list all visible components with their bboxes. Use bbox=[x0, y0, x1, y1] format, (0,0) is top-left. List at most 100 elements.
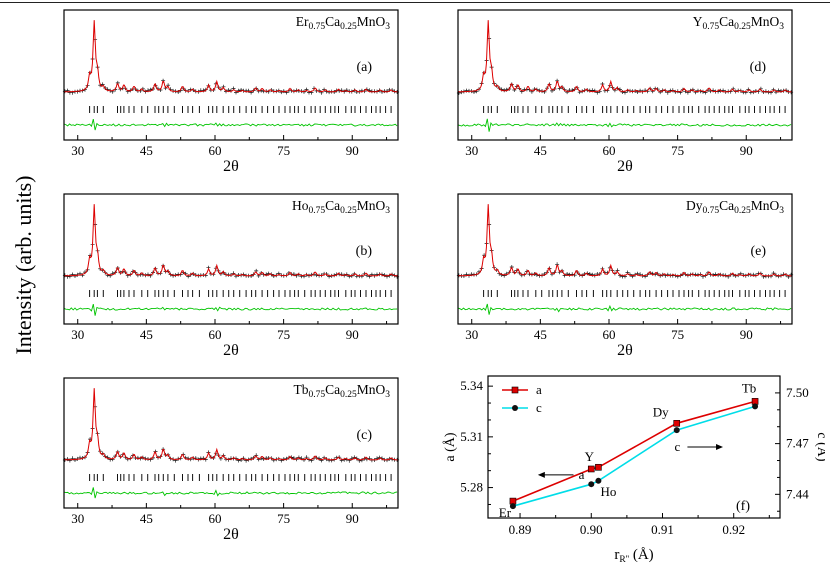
svg-text:5.28: 5.28 bbox=[460, 480, 483, 495]
svg-text:Dy: Dy bbox=[653, 404, 669, 419]
panel-a-tag: (a) bbox=[356, 60, 372, 75]
svg-text:5.31: 5.31 bbox=[460, 429, 483, 444]
svg-text:5.34: 5.34 bbox=[460, 378, 483, 393]
svg-text:90: 90 bbox=[346, 511, 359, 526]
title-sub: 0.75 bbox=[308, 390, 326, 400]
title-sub: 0.25 bbox=[340, 22, 357, 32]
panel-d-xrd-plot: 30 45 60 75 90 bbox=[456, 9, 794, 158]
title-sub: 0.75 bbox=[702, 22, 720, 32]
svg-text:75: 75 bbox=[671, 327, 684, 342]
svg-text:30: 30 bbox=[71, 143, 84, 158]
svg-text:Y: Y bbox=[585, 449, 595, 464]
title-sub: 0.75 bbox=[308, 206, 326, 216]
svg-text:60: 60 bbox=[208, 511, 221, 526]
svg-text:45: 45 bbox=[140, 511, 153, 526]
title-part: Tb bbox=[293, 382, 309, 397]
title-sub: 0.25 bbox=[734, 206, 751, 216]
panel-e-xrd-plot: 30 45 60 75 90 bbox=[456, 193, 794, 342]
svg-text:60: 60 bbox=[208, 327, 221, 342]
title-part: Y bbox=[692, 14, 703, 29]
svg-text:75: 75 bbox=[277, 511, 290, 526]
svg-text:c: c bbox=[536, 400, 542, 415]
panel-f: 0.89 0.90 0.91 0.92 5.28 5.31 5.34 7.44 7.47 7.50… bbox=[440, 366, 825, 578]
title-sub: 0.25 bbox=[340, 390, 357, 400]
intensity-axis-label: Intensity (arb. units) bbox=[11, 175, 36, 355]
svg-text:75: 75 bbox=[277, 327, 290, 342]
top-rule bbox=[0, 2, 830, 3]
lattice-parameter-plot: 0.89 0.90 0.91 0.92 5.28 5.31 5.34 7.44 7.47 7.50… bbox=[442, 375, 825, 537]
svg-text:30: 30 bbox=[71, 327, 84, 342]
title-part: Ca bbox=[325, 382, 341, 397]
xlabel-part: r bbox=[614, 547, 620, 563]
svg-text:45: 45 bbox=[534, 143, 547, 158]
svg-text:75: 75 bbox=[671, 143, 684, 158]
title-part: MnO bbox=[356, 382, 386, 397]
panel-a-title: Er0.75Ca0.25MnO3 bbox=[296, 14, 390, 32]
svg-text:7.47: 7.47 bbox=[786, 436, 809, 451]
panel-e-title: Dy0.75Ca0.25MnO3 bbox=[686, 198, 784, 216]
panel-c-xlabel: 2θ bbox=[223, 526, 239, 543]
title-sub: 0.25 bbox=[734, 22, 751, 32]
title-sub: 3 bbox=[385, 390, 390, 400]
svg-text:45: 45 bbox=[534, 327, 547, 342]
svg-text:0.92: 0.92 bbox=[722, 522, 745, 537]
title-sub: 0.75 bbox=[308, 22, 326, 32]
panel-a-xrd-plot: 30 45 60 75 90 bbox=[62, 9, 400, 158]
panel-b-title: Ho0.75Ca0.25MnO3 bbox=[292, 198, 390, 216]
panel-c-title: Tb0.75Ca0.25MnO3 bbox=[293, 382, 390, 400]
panel-b-xrd-plot: 30 45 60 75 90 bbox=[62, 193, 400, 342]
title-part: Ca bbox=[719, 198, 735, 213]
title-sub: 0.25 bbox=[340, 206, 357, 216]
title-part: Ca bbox=[719, 14, 735, 29]
svg-text:45: 45 bbox=[140, 327, 153, 342]
svg-text:60: 60 bbox=[208, 143, 221, 158]
title-part: MnO bbox=[750, 198, 780, 213]
panel-f-xlabel: rR'' (Å) bbox=[559, 547, 709, 565]
panel-d-title: Y0.75Ca0.25MnO3 bbox=[693, 14, 784, 32]
svg-text:a: a bbox=[536, 382, 542, 397]
panel-a: 30 45 60 75 90 Er0.75Ca0.25MnO3 (a) 2θ bbox=[62, 8, 402, 186]
title-sub: 3 bbox=[779, 22, 784, 32]
title-part: MnO bbox=[356, 198, 386, 213]
svg-text:90: 90 bbox=[346, 327, 359, 342]
svg-text:a (Å): a (Å) bbox=[442, 432, 458, 461]
svg-text:60: 60 bbox=[602, 327, 615, 342]
panel-f-tag: (f) bbox=[736, 499, 750, 514]
svg-text:30: 30 bbox=[465, 327, 478, 342]
title-part: Dy bbox=[685, 198, 703, 213]
title-part: Er bbox=[295, 14, 309, 29]
title-sub: 3 bbox=[385, 206, 390, 216]
panel-d-xlabel: 2θ bbox=[617, 158, 633, 175]
title-sub: 3 bbox=[779, 206, 784, 216]
svg-text:Tb: Tb bbox=[742, 380, 756, 395]
svg-text:45: 45 bbox=[140, 143, 153, 158]
panel-d: 30 45 60 75 90 Y0.75Ca0.25MnO3 (d) 2θ bbox=[456, 8, 796, 186]
title-part: MnO bbox=[750, 14, 780, 29]
title-sub: 3 bbox=[385, 22, 390, 32]
svg-text:0.90: 0.90 bbox=[580, 522, 603, 537]
svg-text:30: 30 bbox=[465, 143, 478, 158]
svg-text:a: a bbox=[579, 467, 585, 482]
xlabel-sub: R'' bbox=[619, 555, 630, 565]
svg-text:Er: Er bbox=[499, 505, 512, 520]
panel-e-xlabel: 2θ bbox=[617, 342, 633, 359]
panel-b-xlabel: 2θ bbox=[223, 342, 239, 359]
panel-e-tag: (e) bbox=[750, 244, 766, 259]
panel-c: 30 45 60 75 90 Tb0.75Ca0.25MnO3 (c) 2θ bbox=[62, 376, 402, 554]
panel-c-tag: (c) bbox=[356, 428, 372, 443]
svg-text:Ho: Ho bbox=[600, 484, 616, 499]
title-part: Ho bbox=[291, 198, 309, 213]
svg-text:7.44: 7.44 bbox=[786, 486, 809, 501]
svg-text:30: 30 bbox=[71, 511, 84, 526]
panel-a-xlabel: 2θ bbox=[223, 158, 239, 175]
xlabel-part: (Å) bbox=[629, 547, 654, 563]
title-part: MnO bbox=[356, 14, 386, 29]
svg-text:90: 90 bbox=[346, 143, 359, 158]
svg-text:c (Å): c (Å) bbox=[814, 432, 825, 461]
title-part: Ca bbox=[325, 14, 341, 29]
svg-text:90: 90 bbox=[740, 143, 753, 158]
svg-text:0.91: 0.91 bbox=[651, 522, 674, 537]
panel-d-tag: (d) bbox=[749, 60, 766, 75]
svg-text:7.50: 7.50 bbox=[786, 385, 809, 400]
